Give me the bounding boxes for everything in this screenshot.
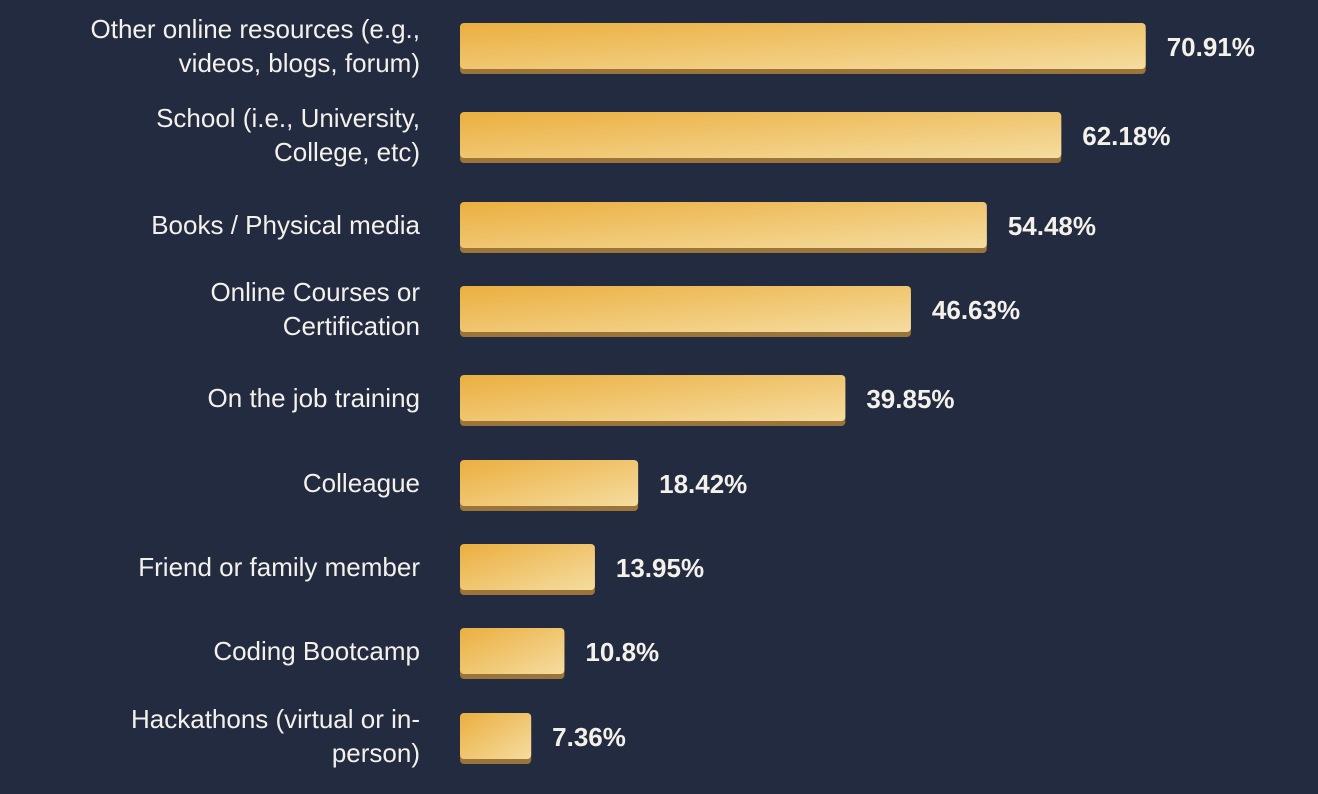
bar-row: School (i.e., University, College, etc) 62… xyxy=(156,103,1170,167)
category-label: School (i.e., University, College, etc) xyxy=(156,103,420,167)
category-label-line: Coding Bootcamp xyxy=(213,636,420,666)
category-label-line: Certification xyxy=(283,311,420,341)
bar xyxy=(460,713,532,759)
value-label: 10.8% xyxy=(585,637,659,667)
value-label: 46.63% xyxy=(932,295,1020,325)
category-label: Other online resources (e.g., videos, blo… xyxy=(91,14,421,78)
category-label: Books / Physical media xyxy=(151,210,420,240)
bar xyxy=(460,202,987,248)
bar-row: On the job training 39.85% xyxy=(208,375,955,426)
bar-row: Colleague 18.42% xyxy=(303,460,747,511)
category-label-line: Online Courses or xyxy=(210,277,420,307)
category-label-line: College, etc) xyxy=(274,137,420,167)
bar xyxy=(460,628,565,674)
value-label: 70.91% xyxy=(1167,32,1255,62)
bar-row: Hackathons (virtual or in-person) 7.36% xyxy=(131,704,626,768)
category-label-line: Other online resources (e.g., xyxy=(91,14,421,44)
bar-row: Books / Physical media 54.48% xyxy=(151,202,1096,253)
category-label: Online Courses or Certification xyxy=(210,277,420,341)
bars-group: Other online resources (e.g., videos, blo… xyxy=(91,14,1255,768)
bar-row: Online Courses or Certification 46.63% xyxy=(210,277,1020,341)
value-label: 13.95% xyxy=(616,553,704,583)
bar-row: Other online resources (e.g., videos, blo… xyxy=(91,14,1255,78)
category-label: Hackathons (virtual or in-person) xyxy=(131,704,420,768)
category-label-line: Hackathons (virtual or in- xyxy=(131,704,420,734)
value-label: 62.18% xyxy=(1082,121,1170,151)
category-label: Coding Bootcamp xyxy=(213,636,420,666)
bar xyxy=(460,112,1062,158)
bar xyxy=(460,23,1146,69)
value-label: 39.85% xyxy=(866,384,954,414)
category-label: Colleague xyxy=(303,468,420,498)
value-label: 18.42% xyxy=(659,469,747,499)
bar xyxy=(460,375,846,421)
category-label-line: person) xyxy=(332,738,420,768)
value-label: 54.48% xyxy=(1008,211,1096,241)
bar-row: Coding Bootcamp 10.8% xyxy=(213,628,659,679)
category-label: On the job training xyxy=(208,383,420,413)
category-label-line: Friend or family member xyxy=(138,552,420,582)
category-label: Friend or family member xyxy=(138,552,420,582)
bar xyxy=(460,544,595,590)
value-label: 7.36% xyxy=(552,722,626,752)
category-label-line: Colleague xyxy=(303,468,420,498)
category-label-line: On the job training xyxy=(208,383,420,413)
bar-row: Friend or family member 13.95% xyxy=(138,544,704,595)
bar xyxy=(460,460,639,506)
bar xyxy=(460,286,911,332)
category-label-line: Books / Physical media xyxy=(151,210,420,240)
category-label-line: School (i.e., University, xyxy=(156,103,420,133)
category-label-line: videos, blogs, forum) xyxy=(179,48,420,78)
